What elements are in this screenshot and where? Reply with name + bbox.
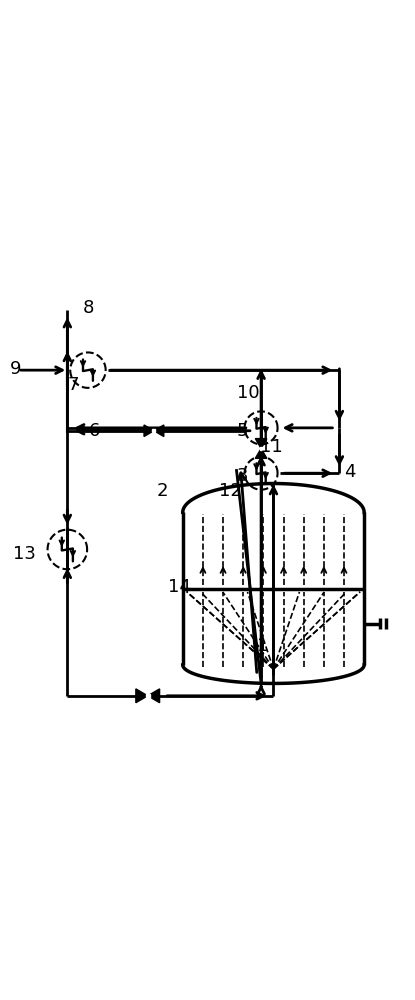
Text: 4: 4 <box>344 463 356 481</box>
Text: 7: 7 <box>68 376 79 394</box>
Polygon shape <box>255 448 267 458</box>
Text: 12: 12 <box>219 482 242 500</box>
Polygon shape <box>146 694 149 698</box>
Text: 10: 10 <box>237 384 260 402</box>
Text: 1: 1 <box>257 637 269 655</box>
Polygon shape <box>154 425 164 437</box>
Text: 8: 8 <box>82 299 94 317</box>
Text: 6: 6 <box>88 422 100 440</box>
Polygon shape <box>255 439 267 448</box>
Polygon shape <box>136 689 148 703</box>
Polygon shape <box>148 689 160 703</box>
Text: 9: 9 <box>10 360 22 378</box>
Polygon shape <box>260 447 263 450</box>
Text: 13: 13 <box>12 545 36 563</box>
Polygon shape <box>152 429 155 432</box>
Text: 2: 2 <box>156 482 168 500</box>
Text: 5: 5 <box>237 422 248 440</box>
Text: 11: 11 <box>260 438 283 456</box>
Polygon shape <box>144 425 154 437</box>
Text: 3: 3 <box>237 467 248 485</box>
Text: 14: 14 <box>168 578 191 596</box>
